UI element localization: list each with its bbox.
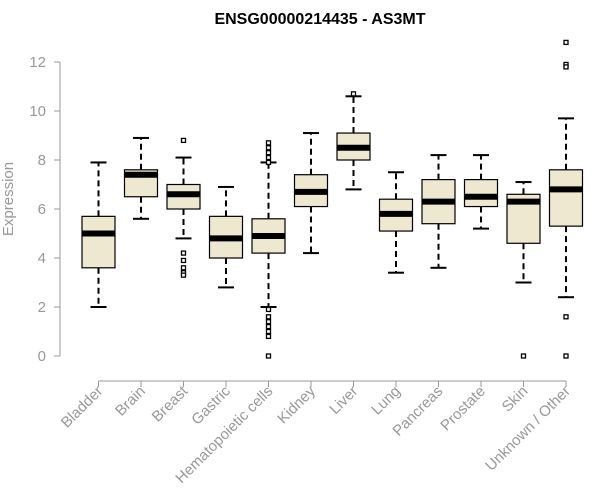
x-tick-label: Liver [326,383,361,418]
box-group [421,154,456,269]
y-axis-label: Expression [0,162,17,236]
iqr-box [548,169,584,227]
outlier-point [265,333,272,340]
box-group [336,91,371,191]
outlier-point [265,140,272,146]
box-group [251,140,286,359]
y-tick-label: 4 [38,250,46,267]
x-tick-label: Bladder [58,383,107,432]
outlier-point [265,319,272,325]
outlier-point [180,272,187,278]
outlier-point [563,64,569,70]
outlier-point [563,314,569,320]
y-axis: 0 2 4 6 8 10 12 [29,54,61,365]
y-tick-label: 10 [29,103,46,120]
chart-title: ENSG00000214435 - AS3MT [214,11,425,28]
iqr-box [463,179,499,208]
outlier-point [180,250,187,256]
box-group [123,136,159,220]
iqr-box [81,215,116,269]
x-tick-label: Kidney [274,382,319,427]
outlier-point [265,328,272,335]
box-group [81,161,116,308]
outlier-point [265,154,272,161]
x-tick-label: Prostate [437,383,489,435]
x-tick-label: Breast [149,382,192,425]
y-tick-label: 12 [29,54,46,71]
outlier-point [265,145,272,151]
outlier-point [265,306,272,313]
outlier-point [350,91,357,97]
outlier-point [180,265,187,271]
plot-area [81,39,584,359]
box-group [506,181,541,359]
outlier-point [563,39,569,46]
x-tick-label: Brain [112,383,149,420]
outlier-point [180,137,187,144]
y-tick-label: 6 [38,201,46,218]
box-group [463,154,499,230]
y-tick-label: 8 [38,152,46,169]
y-tick-label: 2 [38,299,46,316]
box-group [548,39,584,359]
box-group [166,137,201,278]
outlier-point [265,314,272,320]
outlier-point [180,257,187,264]
outlier-point [265,323,272,330]
box-group [208,185,244,289]
box-group [378,171,414,274]
x-tick-label: Skin [499,383,532,416]
y-tick-label: 0 [38,348,46,365]
outlier-point [265,149,272,156]
outlier-point [563,353,569,359]
outlier-point [265,159,272,166]
outlier-point [520,353,527,359]
x-tick-label: Lung [368,383,404,419]
box-group [293,132,329,255]
outlier-point [265,353,272,359]
